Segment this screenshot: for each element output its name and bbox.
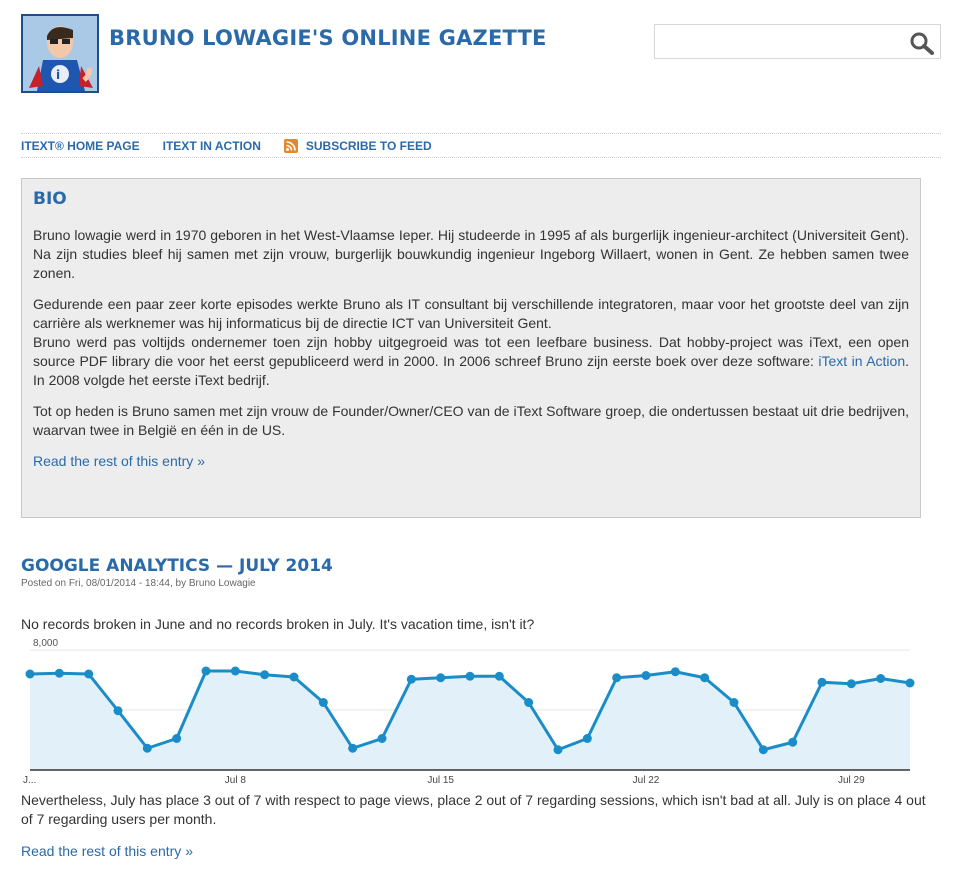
data-point [641, 671, 651, 680]
data-point [260, 670, 270, 680]
bio-paragraph: Bruno lowagie werd in 1970 geboren in he… [33, 227, 909, 281]
post-intro: No records broken in June and no records… [21, 616, 535, 632]
x-tick-label: Jul 8 [225, 775, 247, 786]
data-point [465, 671, 475, 681]
data-point [524, 698, 534, 707]
nav-item-label: SUBSCRIBE TO FEED [305, 138, 432, 153]
data-point [348, 743, 358, 753]
data-point [377, 734, 387, 743]
post-outro: Nevertheless, July has place 3 out of 7 … [21, 792, 926, 827]
post-meta: Posted on Fri, 08/01/2014 - 18:44, by Br… [21, 578, 256, 589]
data-point [758, 745, 768, 755]
site-logo[interactable]: i [21, 14, 99, 93]
data-point [289, 672, 299, 682]
data-point [905, 678, 915, 688]
itext-in-action-link[interactable]: iText in Action [818, 353, 906, 369]
post: GOOGLE ANALYTICS — JULY 2014 Posted on F… [21, 556, 931, 859]
data-point [494, 671, 504, 681]
data-point [670, 667, 680, 677]
post-read-more-link[interactable]: Read the rest of this entry » [21, 843, 193, 859]
main-nav: ITEXT® HOME PAGE ITEXT IN ACTION SUBSCRI… [21, 133, 941, 158]
data-point [876, 674, 886, 683]
data-point [201, 666, 211, 676]
data-point [436, 673, 446, 683]
data-point [230, 666, 240, 676]
bio-read-more-link[interactable]: Read the rest of this entry » [33, 453, 205, 469]
bio-block: BIO Bruno lowagie werd in 1970 geboren i… [21, 178, 921, 518]
search-input[interactable] [659, 29, 899, 55]
bio-title[interactable]: BIO [33, 189, 67, 209]
svg-text:i: i [56, 68, 60, 82]
data-point [582, 734, 592, 743]
bio-text: . In 2008 volgde het eerste iText bedrij… [33, 353, 909, 388]
x-tick-label: J... [23, 775, 36, 786]
chart-area [30, 671, 910, 770]
data-point [612, 673, 622, 683]
data-point [25, 669, 35, 679]
rss-icon [283, 138, 298, 153]
data-point [817, 677, 827, 687]
nav-itext-in-action[interactable]: ITEXT IN ACTION [163, 139, 261, 153]
bio-text: Gedurende een paar zeer korte episodes w… [33, 296, 909, 331]
nav-item-label: ITEXT® HOME PAGE [21, 138, 140, 153]
nav-itext-home[interactable]: ITEXT® HOME PAGE [21, 139, 140, 153]
data-point [54, 668, 64, 678]
superhero-avatar-icon: i [23, 16, 97, 91]
data-point [553, 745, 563, 755]
post-title[interactable]: GOOGLE ANALYTICS — JULY 2014 [21, 556, 333, 576]
site-title[interactable]: BRUNO LOWAGIE'S ONLINE GAZETTE [109, 26, 547, 50]
data-point [700, 673, 710, 683]
nav-item-label: ITEXT IN ACTION [162, 138, 261, 153]
data-point [113, 706, 123, 716]
data-point [84, 669, 94, 679]
search-icon[interactable] [909, 31, 935, 55]
x-tick-label: Jul 29 [838, 775, 865, 786]
bio-read-more-wrap: Read the rest of this entry » [33, 452, 909, 471]
data-point [846, 679, 856, 689]
data-point [729, 698, 739, 707]
data-point [172, 734, 182, 743]
data-point [788, 737, 798, 747]
bio-paragraph: Tot op heden is Bruno samen met zijn vro… [33, 403, 909, 438]
x-tick-label: Jul 15 [427, 775, 454, 786]
search-box [654, 24, 941, 59]
x-tick-label: Jul 22 [633, 775, 660, 786]
data-point [406, 674, 416, 684]
bio-paragraph: Gedurende een paar zeer korte episodes w… [33, 295, 909, 390]
data-point [142, 743, 152, 753]
y-tick-label: 8,000 [33, 638, 58, 649]
data-point [318, 698, 328, 707]
bio-text: Bruno werd pas voltijds ondernemer toen … [33, 334, 909, 369]
nav-subscribe-feed[interactable]: SUBSCRIBE TO FEED [283, 138, 432, 153]
